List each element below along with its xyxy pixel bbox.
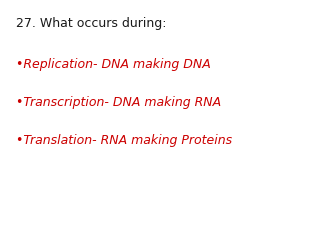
Text: •Transcription- DNA making RNA: •Transcription- DNA making RNA [16,96,221,109]
Text: •Replication- DNA making DNA: •Replication- DNA making DNA [16,58,211,71]
Text: •Translation- RNA making Proteins: •Translation- RNA making Proteins [16,134,232,147]
Text: 27. What occurs during:: 27. What occurs during: [16,17,166,30]
